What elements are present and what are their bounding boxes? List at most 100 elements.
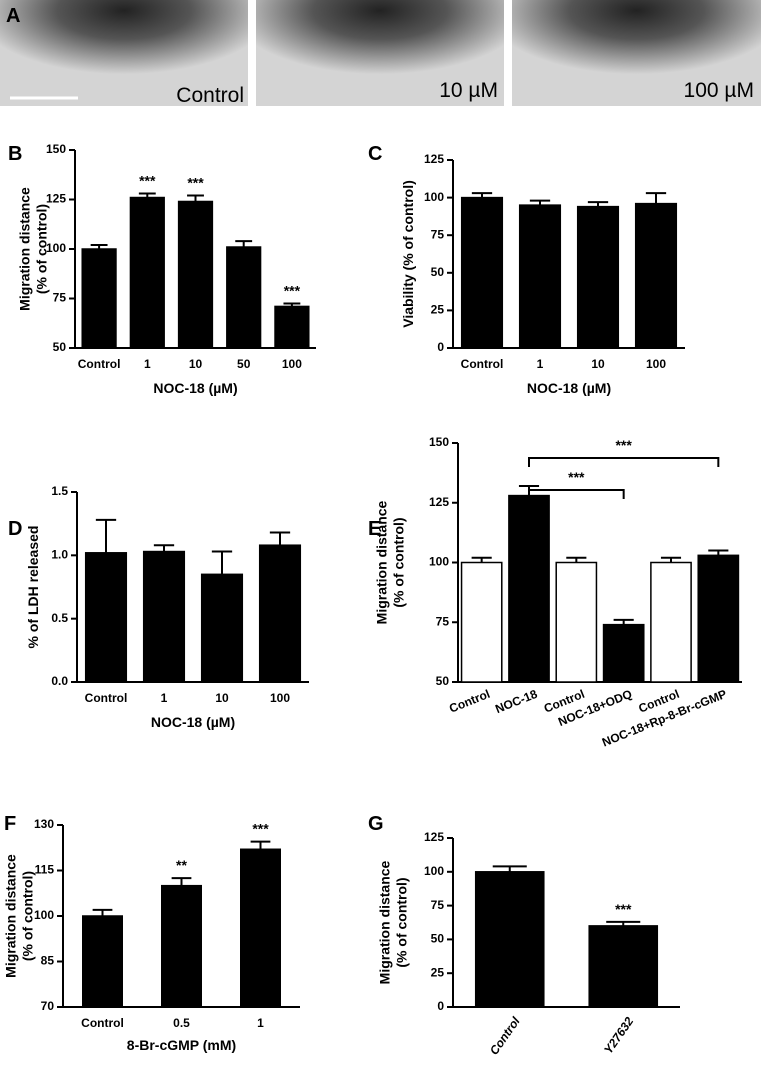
y-tick-label: 125 — [429, 495, 449, 509]
bar — [460, 196, 504, 349]
panel-letter: C — [368, 143, 382, 165]
error-bar — [95, 518, 117, 553]
y-tick-label: 50 — [431, 265, 445, 279]
bar — [602, 623, 645, 683]
error-bar — [529, 199, 551, 206]
x-axis-label: NOC-18 (µM) — [153, 380, 237, 396]
y-tick-label: 75 — [431, 227, 445, 241]
y-tick-label: 75 — [431, 898, 445, 912]
y-tick-label: 100 — [424, 864, 444, 878]
x-tick-label: 100 — [282, 357, 302, 371]
chart: B Migration distance (% of control) NOC-18 … — [8, 142, 316, 396]
panel-letter: D — [8, 518, 22, 540]
chart: G Migration distance (% of control) 0 25 50 75… — [368, 813, 680, 1057]
error-bar — [269, 531, 291, 546]
bar — [518, 204, 562, 349]
x-tick-label: 1 — [257, 1016, 264, 1030]
y-tick-label: 50 — [431, 932, 445, 946]
bar — [161, 884, 202, 1008]
comparison-bracket — [528, 489, 625, 499]
bar — [274, 305, 310, 349]
y-axis-label: Migration distance — [374, 500, 390, 624]
image-label: 100 µM — [684, 79, 754, 102]
error-bar — [566, 556, 587, 563]
y-tick-label: 85 — [41, 954, 55, 968]
chart: C Viability (% of control) NOC-18 (µM) 0 25 5… — [368, 143, 685, 396]
bar — [240, 848, 281, 1008]
y-tick-label: 1.5 — [51, 484, 68, 498]
error-bar — [250, 840, 271, 850]
y-tick-label: 0 — [437, 340, 444, 354]
bar — [576, 205, 620, 349]
bar — [81, 248, 117, 349]
error-bar — [645, 192, 667, 204]
x-axis-label: NOC-18 (µM) — [527, 380, 611, 396]
x-axis-label: 8-Br-cGMP (mM) — [127, 1037, 236, 1053]
micrograph-row: A Control 10 µM 100 µM — [0, 0, 761, 107]
y-axis-label: Migration distance — [3, 854, 19, 978]
x-tick-label: Y27632 — [601, 1014, 636, 1056]
x-tick-label: Control — [85, 691, 128, 705]
significance-label: *** — [615, 901, 632, 917]
bar — [460, 561, 503, 683]
y-axis-label: (% of control) — [394, 877, 410, 967]
panel-letter: E — [368, 518, 381, 540]
bar — [177, 200, 214, 349]
x-tick-label: 50 — [237, 357, 251, 371]
image-label: Control — [176, 84, 244, 107]
y-tick-label: 75 — [53, 291, 67, 305]
bar — [555, 561, 598, 683]
comparison-label: *** — [615, 437, 632, 453]
bar — [129, 196, 165, 349]
error-bar — [153, 544, 175, 552]
y-tick-label: 0.0 — [51, 674, 68, 688]
x-tick-label: 100 — [270, 691, 290, 705]
micrograph — [512, 0, 761, 106]
y-tick-label: 115 — [35, 863, 55, 877]
y-axis-label: % of LDH released — [25, 526, 41, 649]
error-bar — [587, 201, 609, 207]
panel-letter: A — [6, 5, 20, 27]
chart: D% of LDH released NOC-18 (µM) 0.0 0.5 1.0 1.… — [8, 484, 309, 730]
micrograph — [256, 0, 504, 106]
error-bar — [235, 240, 253, 248]
y-tick-label: 70 — [41, 999, 55, 1013]
comparison-label: *** — [568, 469, 585, 485]
y-axis-label: (% of control) — [34, 204, 50, 294]
y-tick-label: 100 — [46, 241, 66, 255]
y-axis-label: Migration distance — [377, 860, 393, 984]
y-tick-label: 1.0 — [51, 548, 68, 562]
y-tick-label: 50 — [53, 340, 67, 354]
y-tick-label: 0 — [437, 999, 444, 1013]
bar — [508, 494, 550, 683]
y-axis-label: (% of control) — [20, 871, 36, 961]
y-tick-label: 125 — [424, 830, 444, 844]
y-tick-label: 100 — [424, 190, 444, 204]
bar — [142, 550, 186, 683]
bar — [588, 925, 659, 1008]
y-tick-label: 125 — [424, 152, 444, 166]
y-axis-label: Migration distance — [17, 187, 33, 311]
bar — [697, 554, 740, 683]
panel-letter: B — [8, 143, 22, 165]
y-tick-label: 25 — [431, 303, 445, 317]
error-bar — [187, 194, 204, 202]
chart: F Migration distance (% of control) 8-Br-cG… — [3, 813, 300, 1053]
y-tick-label: 130 — [34, 817, 54, 831]
bar — [634, 202, 678, 349]
x-axis-label: NOC-18 (µM) — [151, 714, 235, 730]
x-tick-label: NOC-18 — [493, 687, 539, 717]
bar — [226, 246, 262, 349]
x-tick-label: 100 — [646, 357, 666, 371]
x-tick-label: Control — [81, 1016, 124, 1030]
error-bar — [660, 556, 682, 563]
x-tick-label: Control — [461, 357, 504, 371]
error-bar — [92, 908, 113, 916]
error-bar — [613, 618, 634, 625]
y-tick-label: 150 — [429, 435, 449, 449]
bar — [82, 915, 123, 1008]
error-bar — [708, 549, 729, 556]
